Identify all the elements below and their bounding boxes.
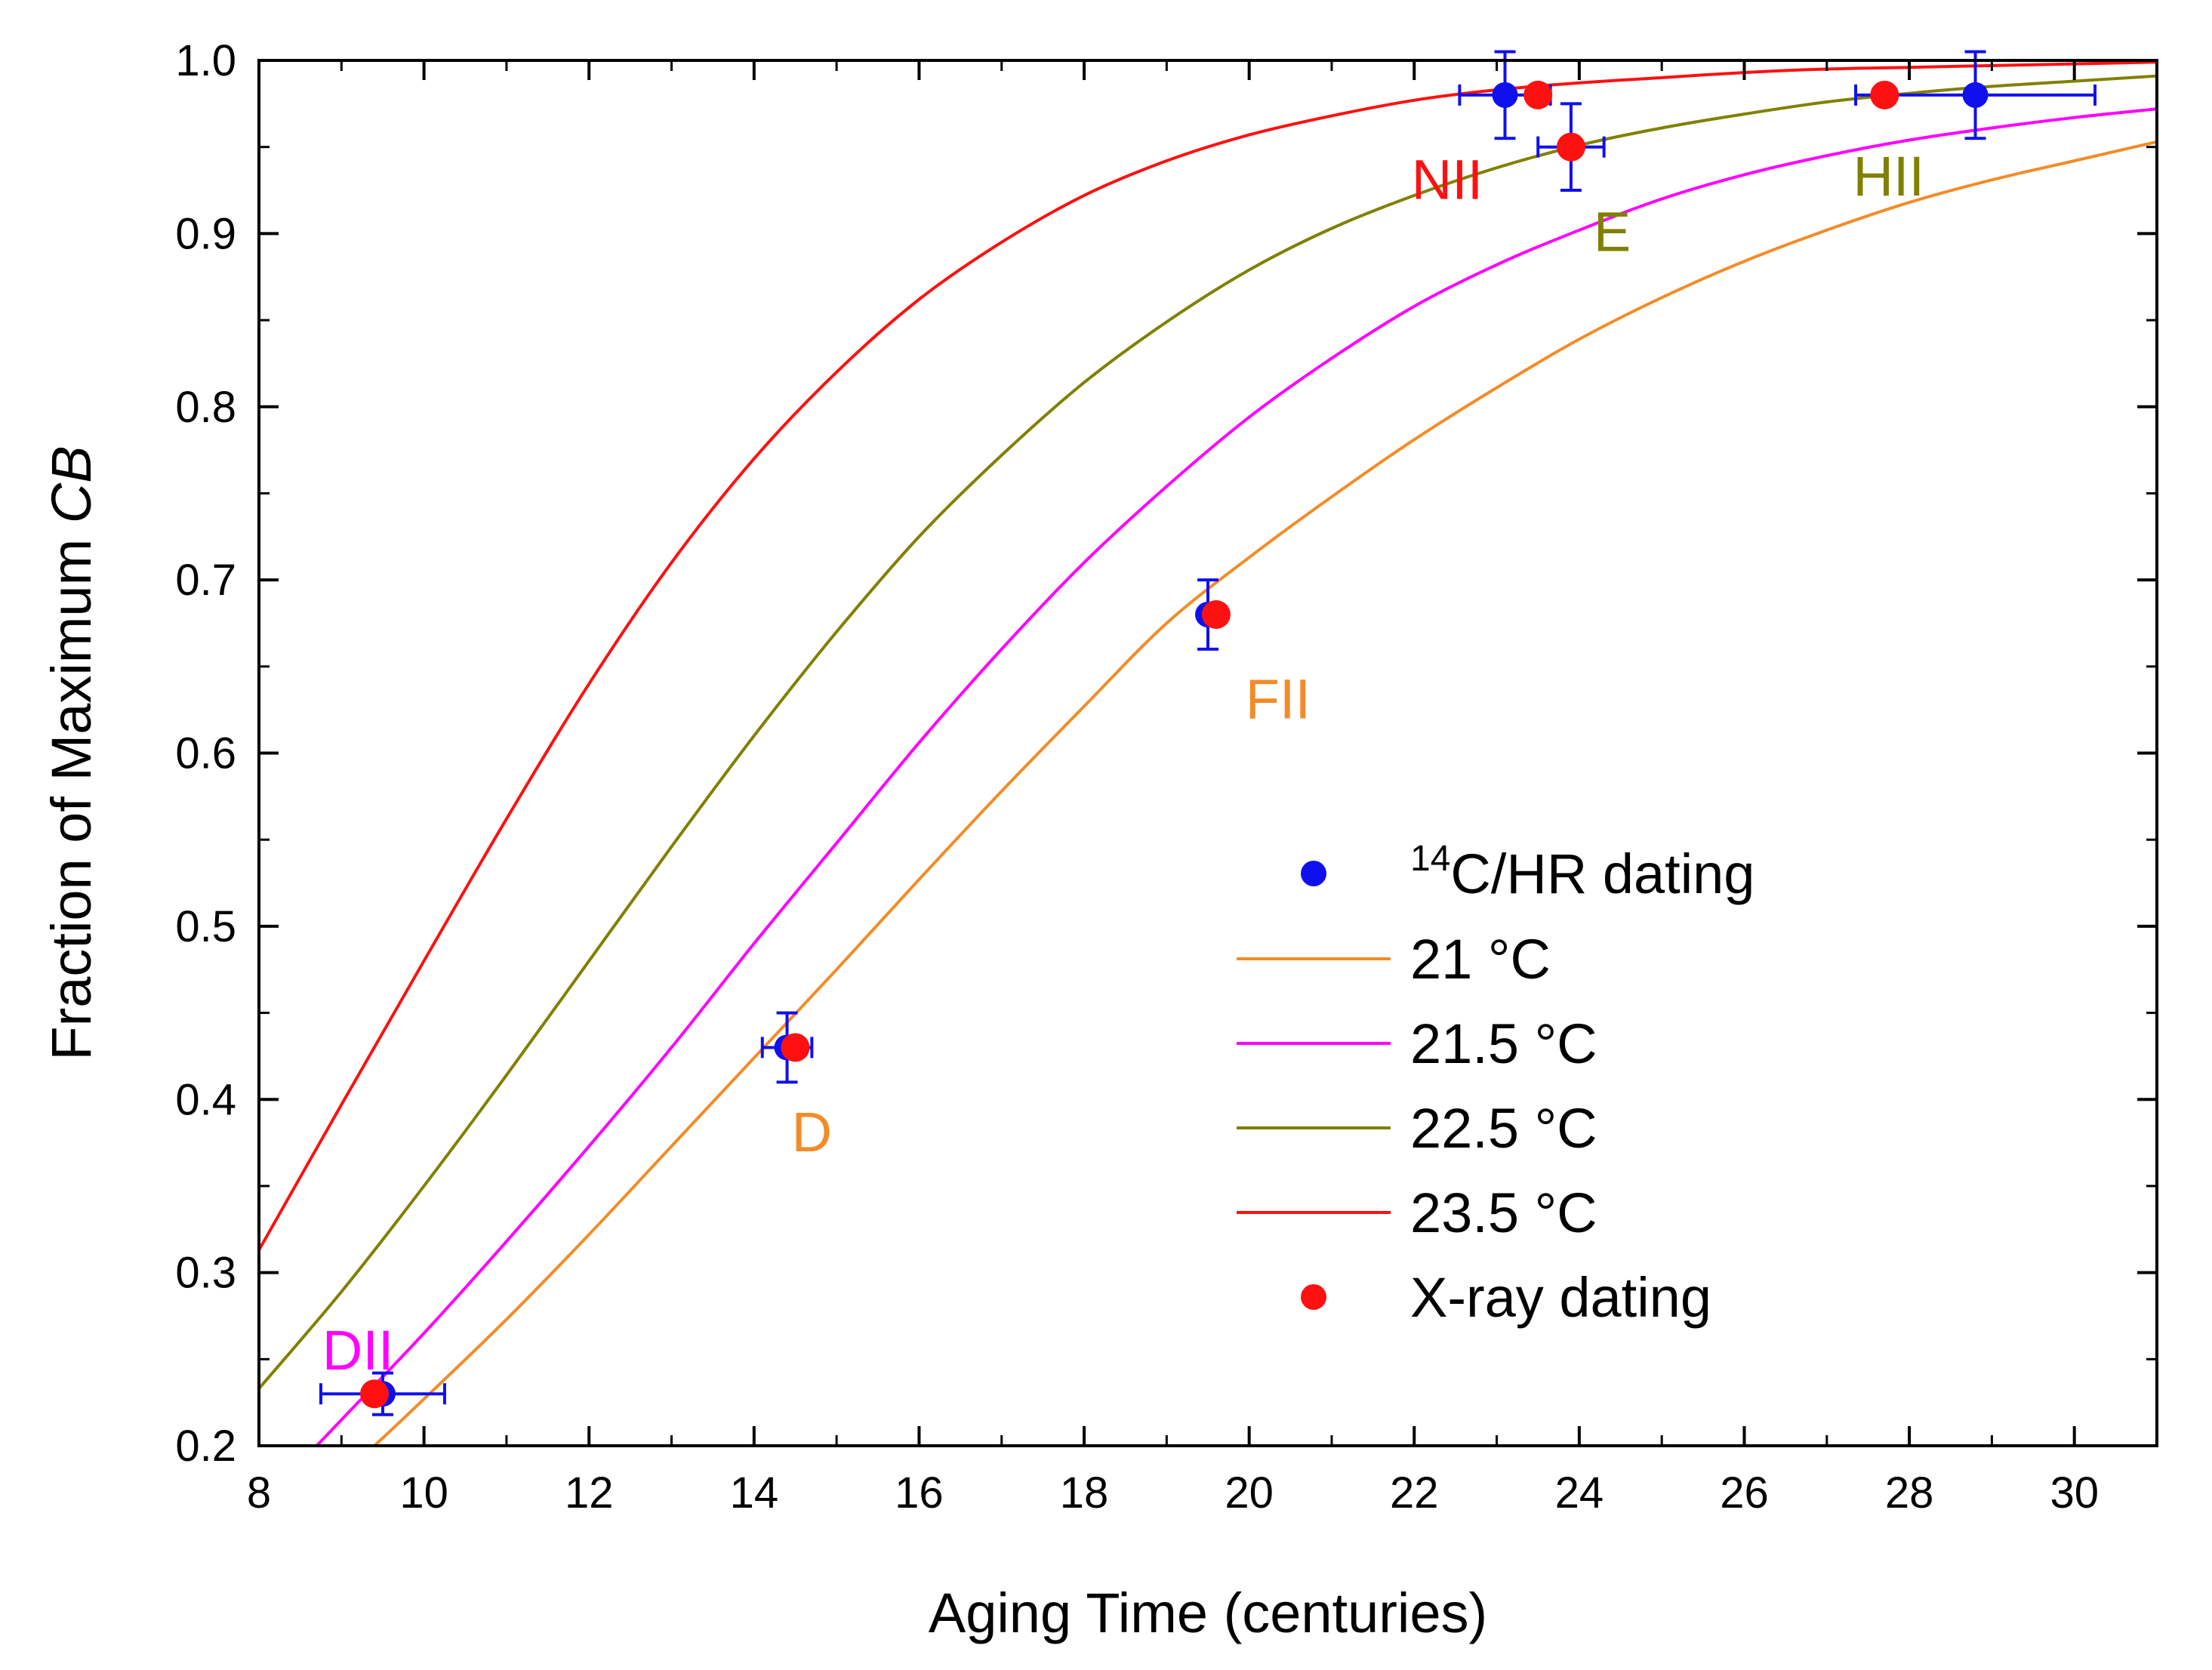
x-tick-label: 22 <box>1390 1468 1439 1517</box>
sample-label-d: D <box>792 1101 832 1163</box>
legend-c14-superscript: 14 <box>1410 839 1450 879</box>
legend-label-2: 21.5 °C <box>1410 1012 1597 1075</box>
sample-labels-layer: DII D FII NII E HII <box>322 145 1924 1382</box>
y-tick-label: 0.4 <box>175 1075 236 1124</box>
plot-frame <box>257 59 2158 1447</box>
c14-point-4 <box>1492 82 1518 108</box>
y-axis-label-prefix: Fraction of Maximum <box>40 523 103 1060</box>
x-tick-label: 12 <box>565 1468 614 1517</box>
legend-label-4: 23.5 °C <box>1410 1182 1597 1244</box>
legend: 14C/HR dating 21 °C 21.5 °C 22.5 °C 23.5 °C X… <box>1237 839 1755 1329</box>
x-tick-label: 30 <box>2050 1468 2099 1517</box>
series-line-2 <box>316 107 2157 1446</box>
legend-label-1: 21 °C <box>1410 928 1551 991</box>
x-tick-label: 26 <box>1720 1468 1769 1517</box>
series-line-3 <box>259 74 2157 1390</box>
xray-point-5 <box>1556 132 1585 162</box>
legend-c14-main: C/HR dating <box>1450 843 1755 905</box>
xray-point-3 <box>1201 600 1231 629</box>
x-tick-label: 16 <box>895 1468 944 1517</box>
xray-point-1 <box>360 1379 390 1409</box>
x-tick-label: 28 <box>1885 1468 1934 1517</box>
y-tick-label: 0.8 <box>175 383 236 432</box>
y-tick-label: 1.0 <box>175 36 236 85</box>
y-axis-label: Fraction of Maximum CB <box>40 445 103 1060</box>
series-line-1 <box>373 140 2157 1446</box>
sample-label-fii: FII <box>1246 668 1311 731</box>
curves-layer <box>259 60 2157 1446</box>
error-bars-layer <box>319 50 2097 1416</box>
xray-point-6 <box>1870 80 1899 109</box>
x-tick-label: 10 <box>399 1468 448 1517</box>
sample-label-nii: NII <box>1412 149 1483 211</box>
sample-label-dii: DII <box>322 1319 394 1382</box>
legend-c14-label: 14C/HR dating <box>1410 839 1755 905</box>
c14-point-6 <box>1962 82 1989 108</box>
legend-label-3: 22.5 °C <box>1410 1097 1597 1160</box>
y-axis-label-italic: CB <box>40 445 103 523</box>
x-tick-label: 24 <box>1555 1468 1604 1517</box>
y-tick-label: 0.5 <box>175 902 236 951</box>
xray-point-4 <box>1523 80 1553 109</box>
markers-layer <box>360 80 1989 1409</box>
y-tick-label: 0.9 <box>175 209 236 258</box>
sample-label-hii: HII <box>1853 145 1924 208</box>
x-tick-label: 20 <box>1225 1468 1274 1517</box>
x-tick-label: 8 <box>247 1468 271 1517</box>
y-tick-label: 0.3 <box>175 1249 236 1298</box>
axis-ticks-layer: 8 10 12 14 16 18 20 22 24 26 28 30 0.2 0.3 0.4 0.5 0.6 0.… <box>175 36 2158 1517</box>
sample-label-e: E <box>1594 200 1631 263</box>
legend-xray-marker <box>1301 1284 1326 1310</box>
x-tick-label: 18 <box>1060 1468 1109 1517</box>
series-line-4 <box>259 60 2157 1251</box>
y-tick-label: 0.2 <box>175 1422 236 1471</box>
legend-xray-label: X-ray dating <box>1410 1266 1711 1329</box>
y-tick-label: 0.7 <box>175 556 236 605</box>
x-tick-label: 14 <box>730 1468 779 1517</box>
xray-point-2 <box>781 1033 810 1062</box>
y-tick-label: 0.6 <box>175 729 236 778</box>
x-axis-label: Aging Time (centuries) <box>929 1582 1487 1644</box>
legend-c14-marker <box>1301 861 1326 886</box>
